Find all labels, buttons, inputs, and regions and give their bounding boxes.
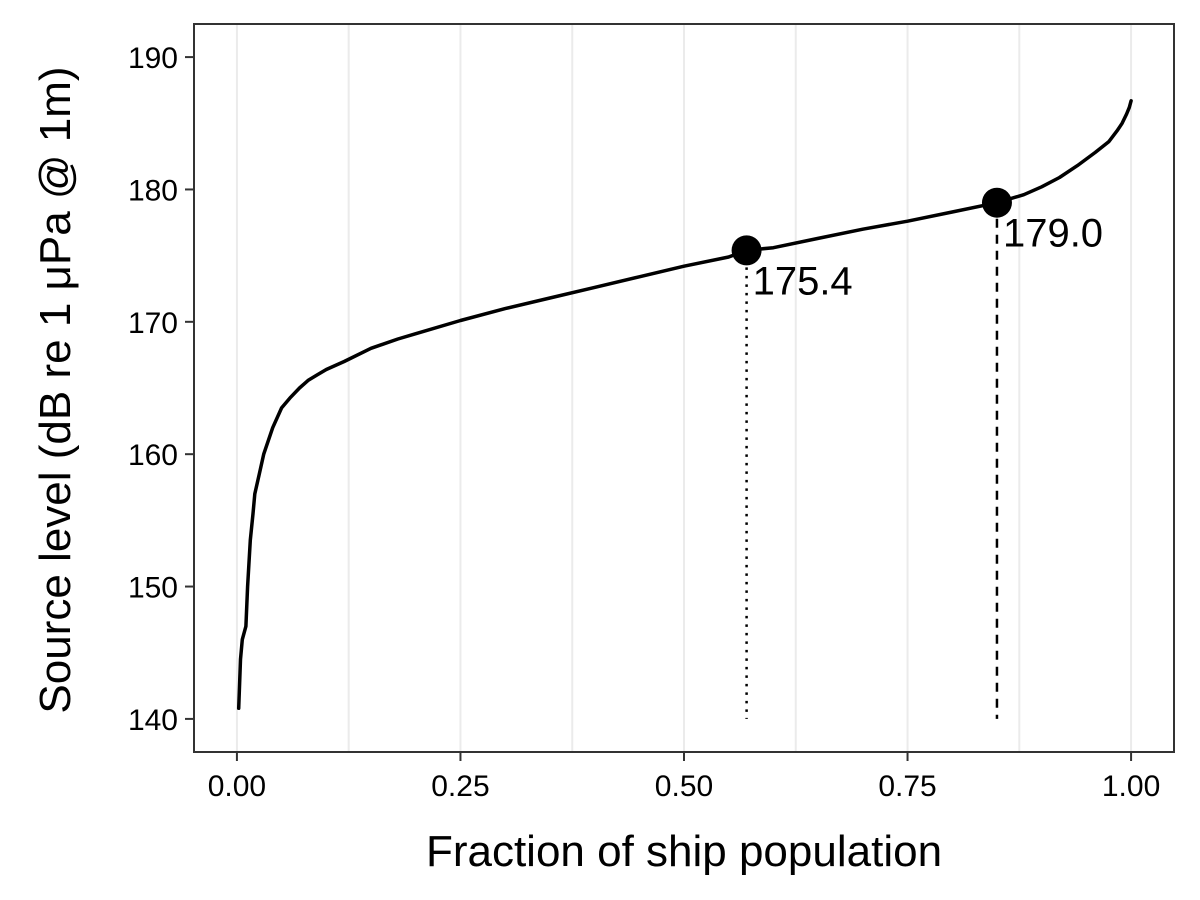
marker-value-label: 179.0 [1003, 212, 1103, 256]
y-axis-title: Source level (dB re 1 μPa @ 1m) [31, 66, 80, 713]
grid-layer [235, 24, 1133, 752]
x-tick-label: 0.00 [208, 770, 266, 803]
marker-point [981, 187, 1012, 218]
series-line [236, 99, 1133, 711]
y-tick-label: 180 [128, 174, 178, 207]
y-tick-label: 170 [128, 307, 178, 340]
y-tick-label: 140 [128, 704, 178, 737]
axis-layer: 0.00 0.25 0.50 0.75 1.00 140 150 160 170 180 190 [128, 42, 1160, 803]
series-layer [236, 99, 1133, 711]
y-tick-label: 190 [128, 42, 178, 75]
y-tick-label: 160 [128, 439, 178, 472]
marker-layer: 175.4 179.0 [731, 187, 1103, 303]
x-tick-label: 0.50 [655, 770, 713, 803]
marker-value-label: 175.4 [753, 259, 853, 303]
marker-line-layer [745, 202, 999, 719]
x-tick-label: 0.75 [878, 770, 936, 803]
marker-point [731, 235, 762, 266]
x-tick-label: 1.00 [1102, 770, 1160, 803]
y-tick-label: 150 [128, 572, 178, 605]
x-tick-label: 0.25 [431, 770, 489, 803]
x-axis-title: Fraction of ship population [426, 827, 942, 876]
